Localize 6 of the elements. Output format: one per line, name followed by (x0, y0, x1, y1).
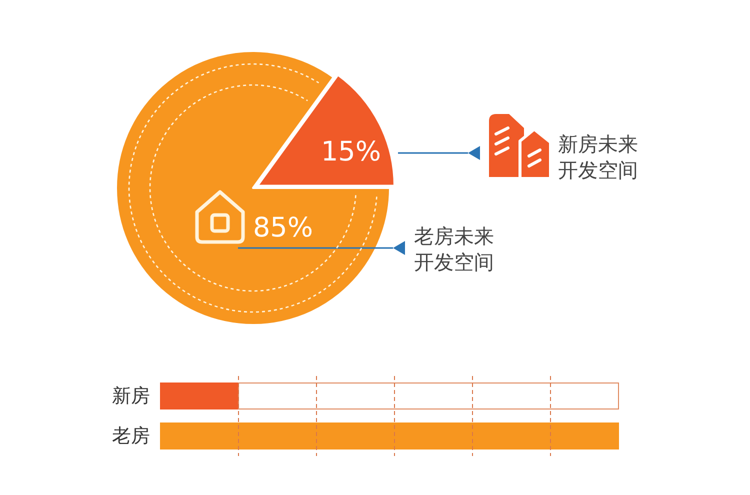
slice-label: 老房未来开发空间 (414, 224, 494, 274)
data-label: 15% (320, 136, 382, 168)
data-label: 85% (252, 212, 314, 244)
y-tick-label: 老房 (112, 425, 150, 447)
y-tick-label: 新房 (112, 385, 150, 407)
legend-label: 新房未来开发空间 (558, 132, 638, 182)
